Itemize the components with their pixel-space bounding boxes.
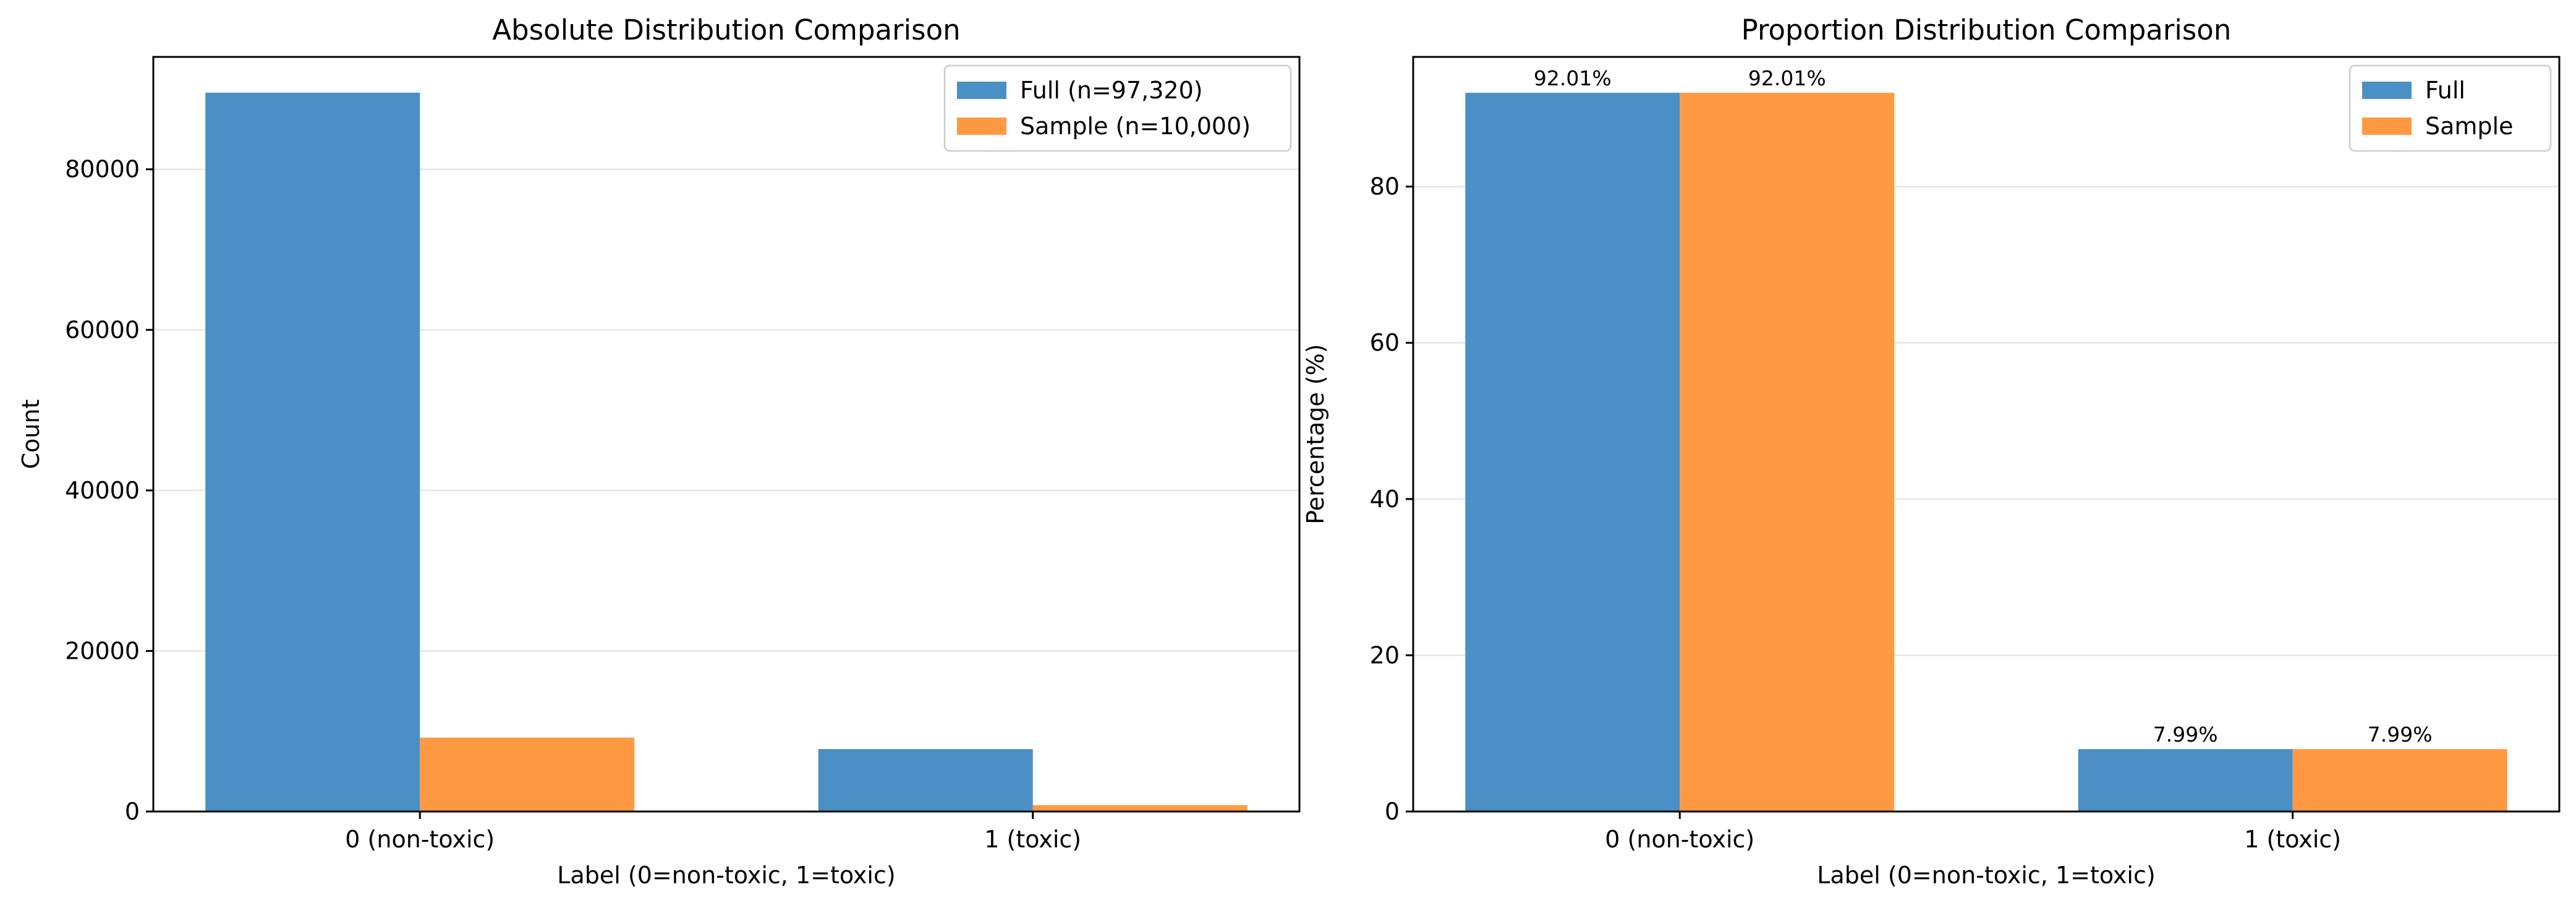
y-tick-label: 20000 — [65, 637, 140, 664]
legend-box — [943, 64, 1292, 152]
chart-panel-1: 0 20000 40000 60000 80000 0 (non-toxic) 1 (tox… — [17, 14, 1301, 889]
bar-full-0 — [205, 92, 420, 812]
legend-label: Full — [2425, 77, 2465, 104]
y-tick-label: 20 — [1370, 641, 1400, 669]
axes-frame — [152, 56, 1301, 813]
y-tick-label: 60 — [1370, 329, 1400, 356]
y-tick-label: 40 — [1370, 486, 1400, 513]
bar-full-1 — [2078, 749, 2293, 812]
data-label: 7.99% — [2153, 722, 2218, 747]
x-tick-label: 0 (non-toxic) — [345, 826, 495, 853]
y-tick-label: 80 — [1370, 173, 1400, 200]
legend: Full Sample — [2349, 64, 2552, 152]
x-tick-label: 1 (toxic) — [2244, 826, 2341, 853]
chart-title: Absolute Distribution Comparison — [492, 14, 960, 46]
bar-sample-0 — [1680, 92, 1895, 812]
data-label: 7.99% — [2368, 722, 2433, 747]
axes-frame — [1412, 56, 2561, 813]
x-axis-label: Label (0=non-toxic, 1=toxic) — [557, 862, 895, 889]
y-tick-label: 60000 — [65, 316, 140, 343]
x-tick-label: 0 (non-toxic) — [1605, 826, 1754, 853]
legend-swatch-full — [2362, 82, 2412, 99]
x-tick-label: 1 (toxic) — [984, 826, 1081, 853]
legend-swatch-sample — [957, 118, 1006, 135]
chart-panel-2: 92.01% 7.99% 92.01% 7.99% 0 20 40 60 80 0 (non-to… — [1302, 14, 2561, 889]
legend-label: Sample — [2425, 113, 2513, 140]
bar-full-1 — [818, 749, 1033, 812]
bar-sample-1 — [2292, 749, 2507, 812]
legend-label: Sample (n=10,000) — [1020, 113, 1251, 140]
bar-sample-0 — [420, 737, 635, 812]
data-label: 92.01% — [1748, 66, 1826, 90]
y-tick-label: 80000 — [65, 156, 140, 183]
y-axis-label: Count — [17, 400, 45, 469]
chart-title: Proportion Distribution Comparison — [1741, 14, 2232, 46]
y-tick-label: 0 — [1385, 798, 1400, 825]
bar-sample-1 — [1032, 805, 1248, 812]
bar-full-0 — [1465, 92, 1680, 812]
x-axis-label: Label (0=non-toxic, 1=toxic) — [1817, 862, 2155, 889]
legend: Full (n=97,320) Sample (n=10,000) — [943, 64, 1292, 152]
y-tick-label: 40000 — [65, 477, 140, 504]
y-tick-label: 0 — [125, 798, 140, 825]
legend-swatch-sample — [2362, 118, 2412, 135]
legend-swatch-full — [957, 82, 1006, 99]
data-label: 92.01% — [1534, 66, 1612, 90]
legend-label: Full (n=97,320) — [1020, 77, 1203, 104]
y-axis-label: Percentage (%) — [1302, 344, 1329, 525]
